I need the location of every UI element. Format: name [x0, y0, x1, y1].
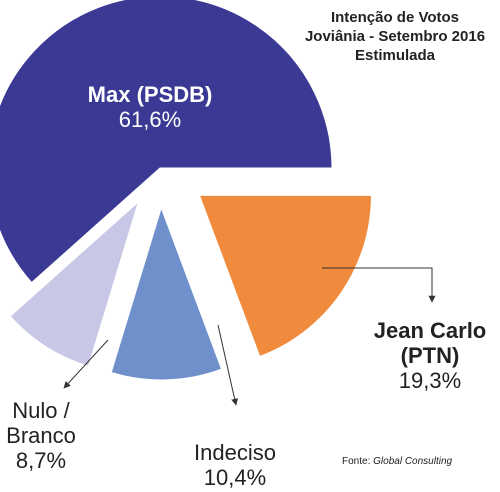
value-label: 10,4%: [203, 465, 267, 490]
pie-slice: [198, 194, 372, 358]
value-label: 61,6%: [118, 107, 182, 132]
leader-line: [322, 267, 436, 303]
slice-label: Nulo / Branco 8,7%: [0, 398, 82, 473]
leader-line: [217, 324, 239, 406]
value-label: 19,3%: [398, 368, 462, 393]
title-line: Intenção de Votos: [330, 9, 460, 26]
category-label: Nulo / Branco: [6, 398, 76, 448]
chart-title: Intenção de Votos Joviânia - Setembro 20…: [290, 8, 500, 65]
category-label: Indeciso: [194, 440, 276, 465]
source: Fonte: Global Consulting: [342, 456, 452, 467]
category-label: Jean Carlo (PTN): [373, 318, 487, 368]
slice-label: Jean Carlo (PTN) 19,3%: [365, 318, 495, 393]
source-name: Global Consulting: [373, 456, 453, 467]
pie-slice: [9, 200, 140, 367]
slice-label: Max (PSDB) 61,6%: [60, 82, 240, 132]
title-line: Joviânia - Setembro 2016: [304, 28, 486, 45]
pie-slice: [110, 206, 223, 381]
pie-slice: [0, 0, 333, 284]
leader-line: [63, 339, 109, 389]
slice-label: Indeciso 10,4%: [180, 440, 290, 490]
value-label: 8,7%: [15, 448, 67, 473]
source-label: Fonte:: [342, 456, 371, 467]
category-label: Max (PSDB): [87, 82, 213, 107]
title-line: Estimulada: [354, 47, 436, 64]
